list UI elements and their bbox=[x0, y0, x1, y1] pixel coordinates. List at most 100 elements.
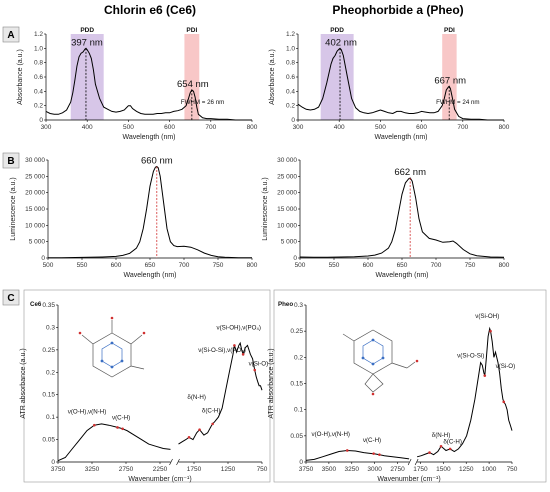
series-line bbox=[305, 326, 513, 461]
annotation: δ(N-H) bbox=[432, 432, 451, 439]
x-tick-label: 2750 bbox=[390, 466, 405, 473]
band-pdd bbox=[70, 34, 104, 120]
band-label-pdi: PDI bbox=[444, 27, 455, 34]
y-tick-label: 30 000 bbox=[25, 157, 45, 164]
y-tick-label: 15 000 bbox=[277, 206, 297, 213]
annotation: ν(Si-O-Si),ν(PO₄) bbox=[198, 347, 246, 354]
y-tick-label: 0 bbox=[299, 459, 303, 466]
x-tick-label: 600 bbox=[363, 262, 374, 269]
chart-A-ce6: PDD PDI 0 0.2 0.4 0.6 0.8 1.0 1.2 300 400 500 600 700… bbox=[17, 27, 258, 141]
annotation: ν(Si-OH) bbox=[475, 313, 499, 320]
charts: PDD PDI 0 0.2 0.4 0.6 0.8 1.0 1.2 300 400 500 600 700… bbox=[10, 27, 518, 483]
peak-marker bbox=[428, 451, 431, 454]
y-tick-label: 0.4 bbox=[34, 88, 43, 95]
x-tick-label: 400 bbox=[334, 124, 345, 131]
y-tick-label: 25 000 bbox=[25, 173, 45, 180]
x-tick-label: 3750 bbox=[51, 466, 66, 473]
y-tick-label: 0.6 bbox=[286, 74, 295, 81]
y-tick-label: 25 000 bbox=[277, 173, 297, 180]
y-tick-label: 0 bbox=[51, 459, 55, 466]
x-tick-label: 1500 bbox=[436, 466, 451, 473]
x-tick-label: 1250 bbox=[459, 466, 474, 473]
y-tick-label: 20 000 bbox=[277, 190, 297, 197]
peak-label: 402 nm bbox=[325, 37, 357, 48]
band-label-pdd: PDD bbox=[330, 27, 344, 34]
x-tick-label: 700 bbox=[205, 124, 216, 131]
svg-text:A: A bbox=[7, 30, 14, 41]
y-axis-label: Luminescence (a.u.) bbox=[10, 177, 17, 240]
annotation: FWHM = 24 nm bbox=[436, 99, 480, 106]
annotation: ν(Si-O-Si) bbox=[457, 352, 484, 359]
y-tick-label: 0.15 bbox=[290, 381, 303, 388]
x-tick-label: 550 bbox=[329, 262, 340, 269]
peak-marker bbox=[483, 374, 487, 377]
y-tick-label: 0 bbox=[293, 255, 297, 262]
peak-marker bbox=[241, 353, 245, 356]
y-axis-label: ATR absorbance (a.u.) bbox=[268, 348, 275, 418]
x-tick-label: 700 bbox=[431, 262, 442, 269]
x-axis-label: Wavelength (nm) bbox=[374, 134, 427, 141]
x-tick-label: 600 bbox=[111, 262, 122, 269]
x-tick-label: 3500 bbox=[322, 466, 337, 473]
x-tick-label: 400 bbox=[82, 124, 93, 131]
y-tick-label: 1.0 bbox=[34, 45, 43, 52]
y-tick-label: 0 bbox=[39, 117, 43, 124]
chart-B-ce6: 0 5 000 10 000 15 000 20 000 25 000 30 000 500 5… bbox=[10, 156, 258, 279]
peak-marker bbox=[489, 329, 492, 333]
x-tick-label: 600 bbox=[416, 124, 427, 131]
annotation: ν(C-H) bbox=[112, 414, 130, 421]
y-tick-label: 0.05 bbox=[290, 433, 303, 440]
peak-marker bbox=[448, 447, 452, 451]
peak-marker bbox=[198, 428, 201, 432]
y-tick-label: 5 000 bbox=[29, 239, 46, 246]
annotation: ν(Si-O) bbox=[249, 361, 269, 368]
peak-label: 667 nm bbox=[434, 75, 466, 86]
x-tick-label: 300 bbox=[293, 124, 304, 131]
x-axis-label: Wavelength (nm) bbox=[123, 272, 176, 279]
x-tick-label: 1750 bbox=[187, 466, 202, 473]
panel-letter-c: C bbox=[2, 289, 20, 306]
x-tick-label: 500 bbox=[123, 124, 134, 131]
peak-marker bbox=[372, 452, 375, 455]
axis-break-mask bbox=[170, 459, 179, 465]
annotation: ν(Si-OH),ν(PO₄) bbox=[217, 325, 261, 332]
peak-marker bbox=[187, 436, 191, 439]
series-line bbox=[297, 47, 504, 121]
chart-B-pheo: 0 5 000 10 000 15 000 20 000 25 000 30 000 500 5… bbox=[262, 157, 510, 279]
x-tick-label: 750 bbox=[507, 466, 518, 473]
annotation: ν(O-H),ν(N-H) bbox=[68, 409, 107, 416]
x-tick-label: 750 bbox=[257, 466, 268, 473]
y-axis-label: Luminescence (a.u.) bbox=[262, 177, 269, 240]
svg-text:B: B bbox=[7, 156, 14, 167]
x-tick-label: 1250 bbox=[221, 466, 236, 473]
axis-break-mark bbox=[176, 458, 180, 466]
y-tick-label: 1.0 bbox=[286, 45, 295, 52]
annotation: ν(Si-O) bbox=[496, 363, 516, 370]
y-tick-label: 1.2 bbox=[286, 31, 295, 38]
band-pdi bbox=[442, 34, 457, 120]
peak-marker bbox=[233, 344, 236, 347]
annotation: δ(C-H) bbox=[443, 439, 462, 446]
x-tick-label: 800 bbox=[247, 124, 258, 131]
y-tick-label: 0.6 bbox=[34, 74, 43, 81]
box-c-ce6 bbox=[23, 289, 271, 483]
y-tick-label: 0.8 bbox=[286, 60, 295, 67]
annotation: ν(O-H),ν(N-H) bbox=[312, 431, 351, 438]
x-tick-label: 800 bbox=[499, 262, 510, 269]
annotation: δ(C-H) bbox=[202, 408, 221, 415]
x-axis-label: Wavenumber (cm⁻¹) bbox=[128, 476, 191, 483]
axis-break-mask bbox=[409, 459, 418, 465]
axis-break-mark bbox=[407, 458, 412, 466]
chart-C-pheo: 0 0.05 0.1 0.15 0.2 0.25 0.3 3750 3500 3250 3000 27… bbox=[268, 301, 518, 483]
y-tick-label: 0 bbox=[41, 255, 45, 262]
x-tick-label: 500 bbox=[295, 262, 306, 269]
axis-break-mark bbox=[414, 458, 419, 466]
x-tick-label: 800 bbox=[247, 262, 258, 269]
peak-label: 654 nm bbox=[177, 79, 209, 90]
x-tick-label: 300 bbox=[41, 124, 52, 131]
y-tick-label: 0.35 bbox=[42, 302, 55, 309]
peak-marker bbox=[121, 427, 124, 431]
y-tick-label: 0.8 bbox=[34, 60, 43, 67]
y-tick-label: 0.1 bbox=[46, 414, 55, 421]
x-tick-label: 500 bbox=[375, 124, 386, 131]
